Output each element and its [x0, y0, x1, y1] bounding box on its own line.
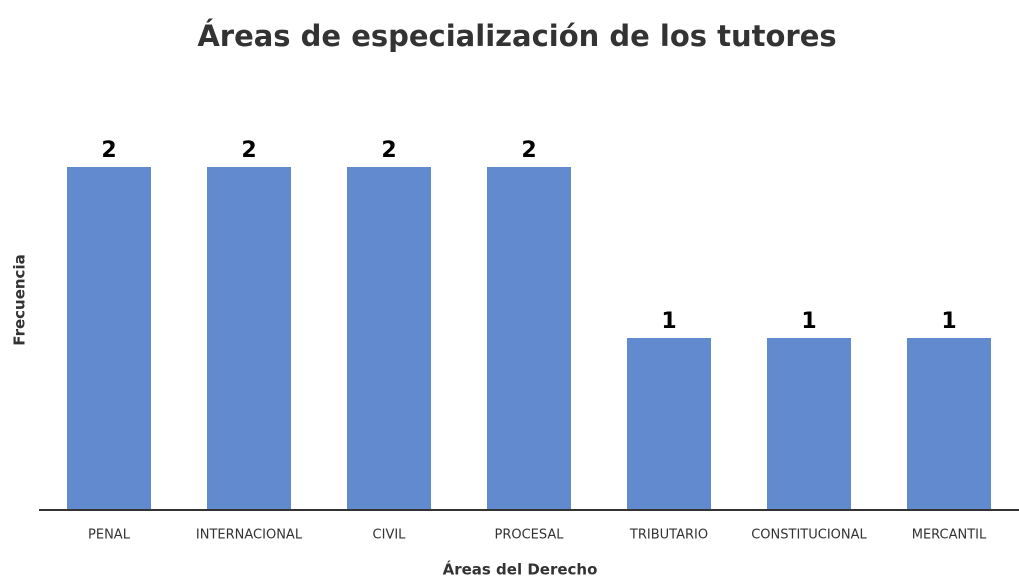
data-label: 2 [381, 138, 396, 163]
data-label: 2 [521, 138, 536, 163]
bar [207, 167, 291, 509]
data-label: 1 [801, 309, 816, 334]
x-tick-label: TRIBUTARIO [629, 528, 708, 543]
bar [767, 338, 851, 509]
x-tick-label: INTERNACIONAL [196, 528, 303, 543]
bar [907, 338, 991, 509]
bar [487, 167, 571, 509]
data-label: 1 [941, 309, 956, 334]
data-label: 1 [661, 309, 676, 334]
data-label: 2 [101, 138, 116, 163]
y-axis-label: Frecuencia [11, 254, 29, 345]
x-tick-label: PROCESAL [494, 528, 564, 543]
x-tick-label: PENAL [88, 528, 131, 543]
x-tick-label: CONSTITUCIONAL [751, 528, 867, 543]
x-tick-label: MERCANTIL [912, 528, 987, 543]
bar [67, 167, 151, 509]
data-label: 2 [241, 138, 256, 163]
chart-title: Áreas de especialización de los tutores [197, 19, 836, 53]
x-tick-label: CIVIL [373, 528, 407, 543]
bar [627, 338, 711, 509]
bar [347, 167, 431, 509]
x-axis-label: Áreas del Derecho [443, 560, 598, 579]
